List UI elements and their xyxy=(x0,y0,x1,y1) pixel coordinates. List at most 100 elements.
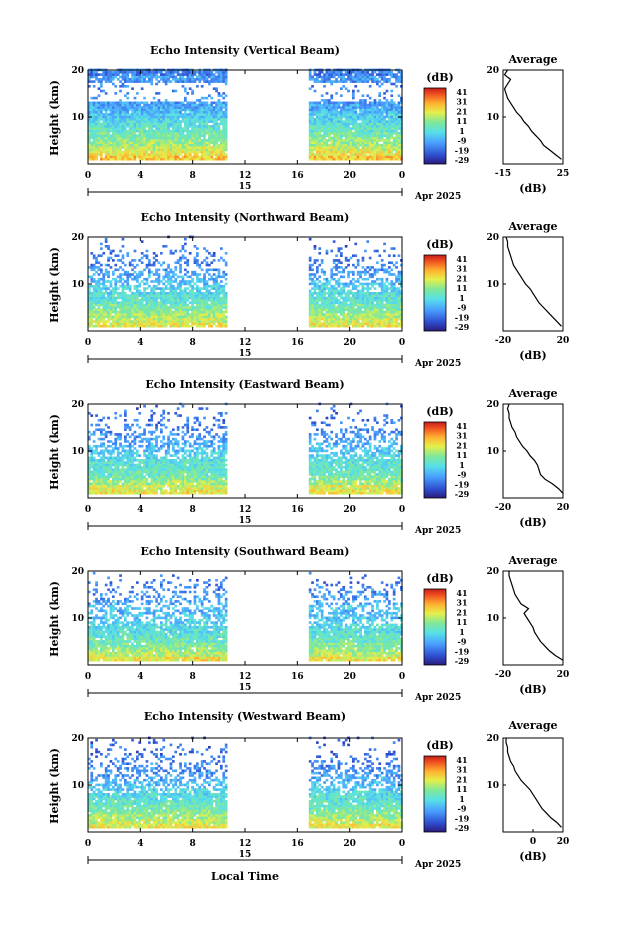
heatmap-cell xyxy=(88,143,91,147)
heatmap-cell xyxy=(133,320,137,323)
heatmap-cell xyxy=(102,308,106,311)
heatmap-cell xyxy=(169,306,173,309)
heatmap-cell xyxy=(316,310,319,314)
heatmap-cell xyxy=(388,80,391,83)
heatmap-cell xyxy=(150,141,154,144)
heatmap-cell xyxy=(126,110,130,114)
heatmap-cell xyxy=(215,103,218,107)
heatmap-cell xyxy=(203,80,206,83)
heatmap-cell xyxy=(126,148,130,152)
heatmap-cell xyxy=(172,294,175,297)
heatmap-cell xyxy=(373,113,377,116)
heatmap-cell xyxy=(332,141,336,144)
heatmap-cell xyxy=(88,78,91,81)
heatmap-cell xyxy=(368,324,372,328)
heatmap-cell xyxy=(160,320,163,323)
heatmap-cell xyxy=(222,132,226,135)
heatmap-cell xyxy=(88,313,91,316)
heatmap-cell xyxy=(390,125,394,128)
heatmap-cell xyxy=(181,320,185,323)
heatmap-cell xyxy=(383,75,386,79)
heatmap-cell xyxy=(143,153,146,156)
heatmap-cell xyxy=(155,132,158,135)
heatmap-cell xyxy=(169,284,173,288)
heatmap-cell xyxy=(92,292,96,295)
heatmap-cell xyxy=(143,108,146,112)
heatmap-cell xyxy=(138,308,142,311)
heatmap-cell xyxy=(150,303,154,307)
heatmap-cell xyxy=(126,141,130,144)
heatmap-cell xyxy=(323,270,326,274)
heatmap-cell xyxy=(92,294,96,297)
heatmap-cell xyxy=(335,125,338,128)
heatmap-cell xyxy=(196,292,199,295)
heatmap-cell xyxy=(352,270,355,274)
heatmap-cell xyxy=(200,317,204,321)
heatmap-cell xyxy=(349,70,353,74)
heatmap-cell xyxy=(385,125,389,128)
heatmap-cell xyxy=(179,141,182,144)
heatmap-cell xyxy=(205,70,209,74)
heatmap-cell xyxy=(172,132,175,135)
heatmap-cell xyxy=(364,106,367,109)
heatmap-cell xyxy=(179,129,182,133)
heatmap-cell xyxy=(390,82,394,86)
heatmap-cell xyxy=(220,322,223,326)
heatmap-cell xyxy=(342,132,346,135)
heatmap-cell xyxy=(184,96,187,100)
heatmap-cell xyxy=(392,129,396,133)
heatmap-cell xyxy=(160,292,163,295)
heatmap-cell xyxy=(316,129,319,133)
heatmap-cell xyxy=(116,115,120,119)
heatmap-cell xyxy=(361,292,365,295)
heatmap-cell xyxy=(186,108,190,112)
heatmap-cell xyxy=(107,299,110,302)
heatmap-cell xyxy=(188,139,192,142)
heatmap-cell xyxy=(119,117,122,121)
heatmap-cell xyxy=(215,155,218,159)
heatmap-cell xyxy=(347,263,350,267)
heatmap-cell xyxy=(126,324,130,328)
heatmap-cell xyxy=(92,287,96,290)
heatmap-cell xyxy=(148,117,151,121)
heatmap-cell xyxy=(186,306,190,309)
heatmap-cell xyxy=(366,313,370,316)
heatmap-cell xyxy=(131,115,134,119)
heatmap-cell xyxy=(210,141,214,144)
heatmap-cell xyxy=(95,266,98,269)
heatmap-cell xyxy=(215,146,218,149)
heatmap-cell xyxy=(100,299,103,302)
heatmap-cell xyxy=(361,139,365,142)
heatmap-cell xyxy=(198,294,202,297)
heatmap-cell xyxy=(97,80,101,83)
heatmap-cell xyxy=(354,115,358,119)
heatmap-cell xyxy=(107,275,110,279)
heatmap-cell xyxy=(356,313,360,316)
heatmap-cell xyxy=(176,122,180,126)
heatmap-cell xyxy=(395,106,398,109)
heatmap-cell xyxy=(385,136,389,140)
heatmap-cell xyxy=(148,317,151,321)
heatmap-cell xyxy=(186,317,190,321)
heatmap-cell xyxy=(121,75,125,79)
heatmap-cell xyxy=(332,127,336,130)
heatmap-cell xyxy=(395,122,398,126)
heatmap-cell xyxy=(208,299,211,302)
heatmap-cell xyxy=(140,256,144,260)
heatmap-cell xyxy=(131,78,134,81)
heatmap-cell xyxy=(373,320,377,323)
heatmap-cell xyxy=(97,150,101,154)
heatmap-cell xyxy=(378,317,382,321)
heatmap-cell xyxy=(145,313,149,316)
heatmap-cell xyxy=(217,136,221,140)
heatmap-cell xyxy=(162,315,166,319)
heatmap-cell xyxy=(340,275,343,279)
heatmap-cell xyxy=(157,273,161,276)
heatmap-cell xyxy=(133,96,137,100)
heatmap-cell xyxy=(126,317,130,321)
heatmap-cell xyxy=(97,106,101,109)
heatmap-cell xyxy=(313,282,317,286)
profile-title: Average xyxy=(507,53,557,66)
heatmap-cell xyxy=(200,103,204,107)
heatmap-cell xyxy=(210,73,214,76)
